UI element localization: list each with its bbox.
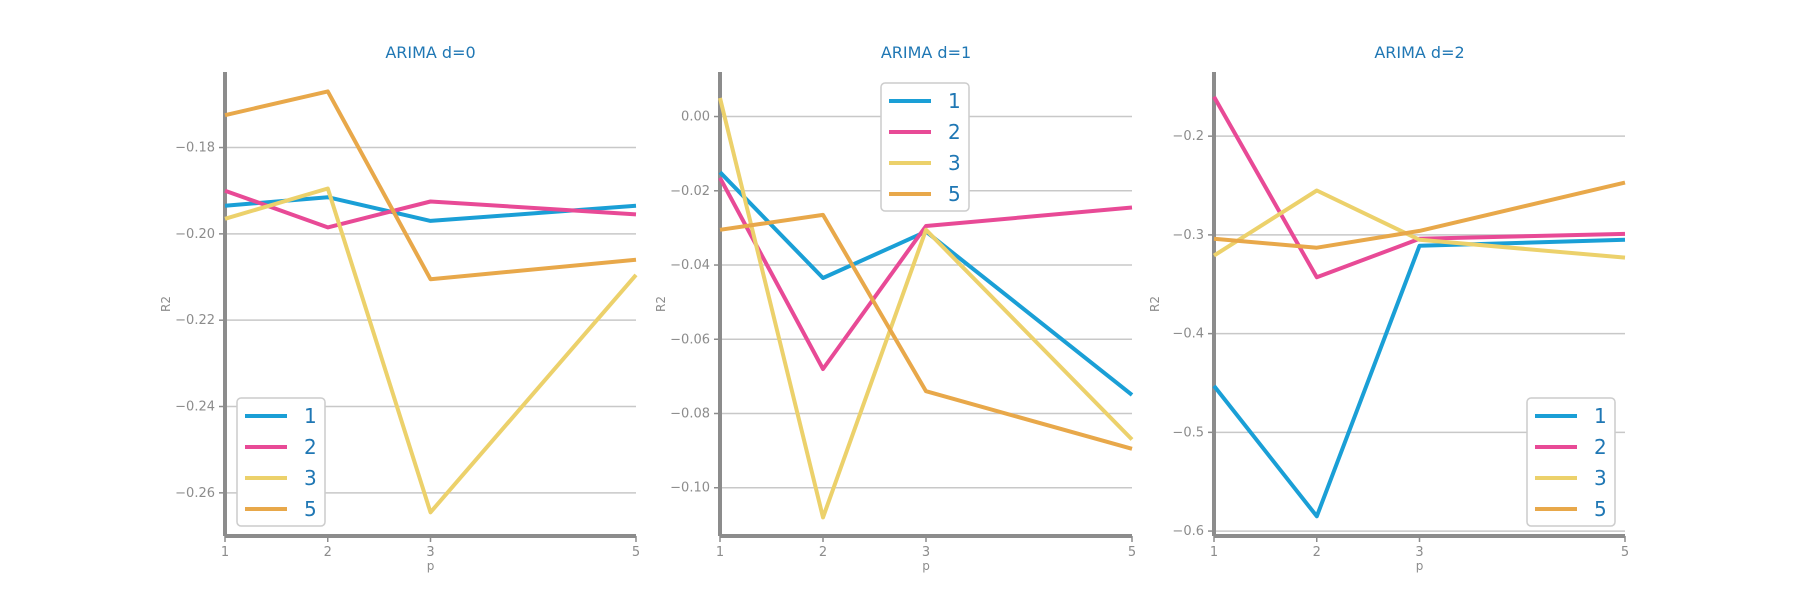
series-line-2 [224, 188, 637, 230]
chart-title: ARIMA d=2 [1374, 43, 1464, 62]
series-line-3 [224, 186, 638, 515]
y-tick-label: −0.24 [175, 400, 215, 415]
series-line-1 [224, 195, 637, 223]
series-line-1 [718, 170, 1134, 397]
legend-label-1: 1 [948, 89, 961, 113]
legend-label-3: 3 [1594, 466, 1607, 490]
y-tick-label: −0.10 [670, 481, 710, 496]
y-tick-label: −0.20 [175, 227, 215, 242]
legend: 1 2 3 5 [880, 82, 970, 212]
y-axis-label: R2 [1148, 296, 1162, 312]
y-tick-label: −0.02 [670, 184, 710, 199]
legend: 1 2 3 5 [1526, 397, 1616, 527]
y-axis-label: R2 [159, 296, 173, 312]
y-axis-label: R2 [654, 296, 668, 312]
legend-label-2: 2 [948, 120, 961, 144]
legend-label-1: 1 [1594, 404, 1607, 428]
chart-panel-1: −0.18 −0.20 −0.22 −0.24 −0.26 1 2 3 5 ARIMA d=0 p R… [159, 43, 640, 573]
legend-label-2: 2 [304, 435, 317, 459]
y-tick-label: −0.06 [670, 332, 710, 347]
legend-box [880, 82, 970, 212]
y-tick-label: −0.5 [1172, 425, 1204, 440]
chart-panel-2: 0.00 −0.02 −0.04 −0.06 −0.08 −0.10 1 2 3 5 ARIMA d… [654, 43, 1136, 573]
chart-title: ARIMA d=1 [881, 43, 971, 62]
series-line-1 [1212, 237, 1626, 519]
legend-box [236, 397, 326, 527]
x-tick-label: 3 [426, 545, 434, 560]
x-tick-label: 2 [819, 545, 827, 560]
y-tick-label: −0.08 [670, 407, 710, 422]
x-tick-label: 5 [1128, 545, 1136, 560]
legend-label-3: 3 [948, 151, 961, 175]
x-axis-label: p [922, 559, 930, 573]
legend-label-1: 1 [304, 404, 317, 428]
y-tick-label: −0.4 [1172, 327, 1204, 342]
legend-label-3: 3 [304, 466, 317, 490]
y-tick-label: −0.2 [1172, 129, 1204, 144]
x-tick-label: 2 [324, 545, 332, 560]
x-tick-label: 1 [716, 545, 724, 560]
series-line-2 [1212, 95, 1626, 280]
legend-box [1526, 397, 1616, 527]
x-tick-label: 3 [922, 545, 930, 560]
y-tick-label: −0.22 [175, 313, 215, 328]
y-tick-label: −0.04 [670, 258, 710, 273]
x-axis-label: p [427, 559, 435, 573]
legend: 1 2 3 5 [236, 397, 326, 527]
x-tick-label: 1 [221, 545, 229, 560]
legend-label-5: 5 [304, 497, 317, 521]
y-tick-label: 0.00 [681, 110, 710, 125]
legend-label-2: 2 [1594, 435, 1607, 459]
series-line-5 [719, 212, 1133, 451]
series-line-2 [718, 176, 1133, 371]
y-tick-label: −0.26 [175, 486, 215, 501]
x-axis-label: p [1416, 559, 1424, 573]
legend-label-5: 5 [948, 182, 961, 206]
x-tick-label: 2 [1313, 545, 1321, 560]
series-line-5 [224, 89, 637, 282]
chart-title: ARIMA d=0 [385, 43, 475, 62]
x-tick-label: 3 [1415, 545, 1423, 560]
series-line-3 [718, 97, 1134, 520]
chart-panel-3: −0.2 −0.3 −0.4 −0.5 −0.6 1 2 3 5 ARIMA d=2 p R2 1 2 3 5 [1148, 43, 1629, 573]
y-tick-label: −0.18 [175, 141, 215, 156]
x-tick-label: 5 [1621, 545, 1629, 560]
x-tick-label: 5 [632, 545, 640, 560]
series-line-3 [1212, 188, 1626, 260]
legend-label-5: 5 [1594, 497, 1607, 521]
y-tick-label: −0.3 [1172, 228, 1204, 243]
y-tick-label: −0.6 [1172, 524, 1204, 539]
series-line-5 [1213, 180, 1626, 250]
x-tick-label: 1 [1210, 545, 1218, 560]
